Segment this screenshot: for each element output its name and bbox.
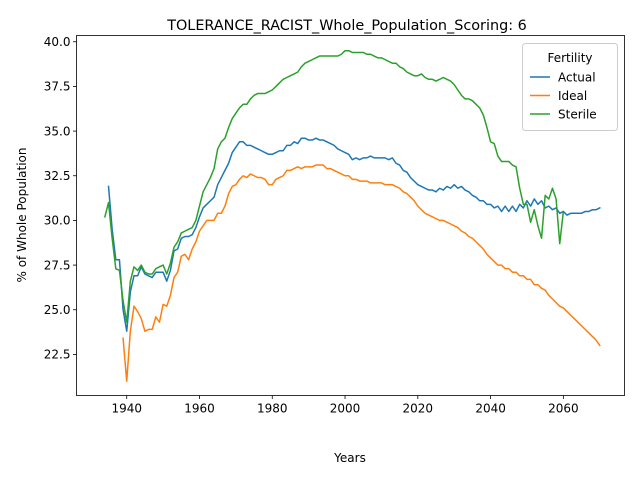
legend-label-sterile: Sterile [558, 107, 597, 121]
x-tick-label: 1980 [257, 402, 288, 416]
legend-label-actual: Actual [558, 70, 596, 84]
x-tick-label: 1960 [184, 402, 215, 416]
y-tick-label: 30.0 [44, 214, 71, 228]
legend-label-ideal: Ideal [558, 89, 587, 103]
series-line-sterile [103, 49, 565, 323]
x-axis: 1940 1960 1980 2000 2020 2040 2060 [111, 395, 579, 416]
y-axis: 22.5 25.0 27.5 30.0 32.5 35.0 37.5 40.0 [44, 35, 77, 362]
x-tick-label: 1940 [111, 402, 142, 416]
series-layer [103, 49, 601, 382]
y-axis-label: % of Whole Population [15, 148, 29, 283]
legend: Fertility Actual Ideal Sterile [522, 43, 618, 131]
y-tick-label: 40.0 [44, 35, 71, 49]
y-tick-label: 37.5 [44, 80, 71, 94]
y-tick-label: 32.5 [44, 169, 71, 183]
legend-box [522, 43, 618, 131]
plot-frame [76, 35, 625, 396]
y-tick-label: 35.0 [44, 124, 71, 138]
y-tick-label: 22.5 [44, 348, 71, 362]
plot-area [76, 35, 625, 396]
series-line-ideal [122, 164, 601, 382]
legend-title: Fertility [547, 51, 592, 65]
chart-title: TOLERANCE_RACIST_Whole_Population_Scorin… [166, 18, 527, 34]
legend-entries: Actual Ideal Sterile [530, 70, 597, 121]
x-tick-label: 2000 [330, 402, 361, 416]
y-tick-label: 25.0 [44, 303, 71, 317]
y-tick-label: 27.5 [44, 258, 71, 272]
series-line-actual [107, 137, 601, 332]
x-tick-label: 2040 [475, 402, 506, 416]
x-axis-label: Years [333, 451, 366, 465]
x-tick-label: 2060 [548, 402, 579, 416]
x-tick-label: 2020 [403, 402, 434, 416]
